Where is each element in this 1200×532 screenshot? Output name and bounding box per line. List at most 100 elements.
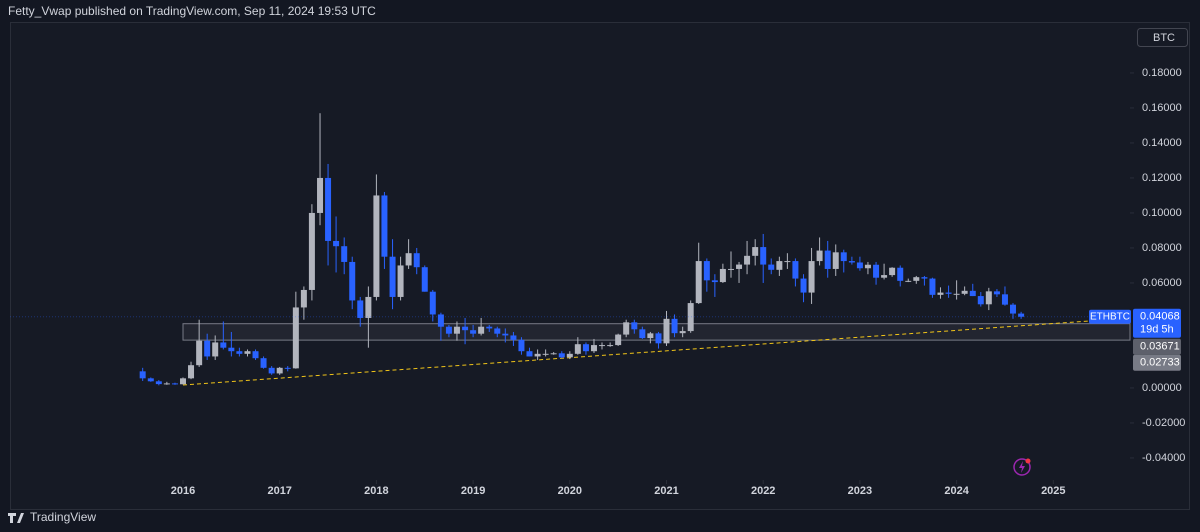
candle-body — [881, 275, 888, 278]
candle — [325, 163, 332, 266]
candle-body — [365, 296, 372, 318]
candle — [873, 261, 880, 285]
zone-price-tag — [1133, 354, 1181, 371]
candle-body — [663, 318, 670, 344]
x-tick-label: 2024 — [944, 485, 969, 497]
candle — [220, 321, 227, 350]
candle — [268, 366, 275, 375]
candle — [349, 256, 356, 310]
candle-body — [494, 328, 501, 334]
candle-body — [848, 261, 855, 263]
candle — [937, 287, 944, 299]
candle — [728, 251, 735, 278]
candle-body — [768, 264, 775, 270]
candle — [824, 240, 831, 278]
candle — [228, 331, 235, 357]
candle — [470, 324, 477, 338]
candle-body — [953, 293, 960, 295]
candle — [703, 258, 710, 292]
candle-body — [615, 334, 622, 346]
x-tick-label: 2016 — [171, 485, 195, 497]
candle — [196, 319, 203, 367]
candle — [494, 326, 501, 338]
candle — [832, 244, 839, 276]
candle — [808, 247, 815, 304]
candle-body — [252, 351, 259, 359]
candle — [526, 347, 533, 357]
candle-body — [405, 253, 412, 266]
candle-body — [961, 290, 968, 294]
candle — [736, 261, 743, 283]
candle — [276, 366, 283, 375]
candle — [985, 287, 992, 311]
x-tick-label: 2021 — [654, 485, 678, 497]
candle-body — [905, 280, 912, 282]
candle-body — [969, 290, 976, 297]
candle-body — [179, 378, 186, 385]
candle — [333, 216, 340, 273]
candle — [236, 347, 243, 357]
symbol-tag-label: ETHBTC — [1090, 311, 1130, 322]
candle-body — [196, 340, 203, 366]
candle-body — [873, 264, 880, 278]
candle — [212, 335, 219, 360]
candle — [695, 242, 702, 304]
candle-body — [703, 261, 710, 281]
currency-label[interactable]: BTC — [1153, 32, 1175, 44]
candle — [953, 280, 960, 300]
candle-body — [260, 358, 267, 368]
x-tick-label: 2019 — [461, 485, 485, 497]
candle-body — [510, 335, 517, 340]
zone-price-label: 0.02733 — [1140, 357, 1180, 369]
candle-body — [695, 261, 702, 304]
candle — [534, 349, 541, 360]
candle — [478, 317, 485, 336]
header-text: Fetty_Vwap published on TradingView.com,… — [8, 4, 376, 18]
last-price-label: 0.04068 — [1140, 311, 1180, 323]
candle-body — [341, 246, 348, 262]
alert-icon[interactable] — [1013, 458, 1031, 476]
candle-body — [429, 291, 436, 315]
currency-button[interactable] — [1137, 28, 1188, 47]
y-tick-label: -0.04000 — [1142, 452, 1185, 464]
candle — [889, 267, 896, 277]
candle — [599, 342, 606, 350]
chart-panel — [10, 22, 1190, 510]
candle-body — [558, 353, 565, 358]
candle-body — [357, 300, 364, 318]
candle-body — [937, 292, 944, 295]
candle-body — [647, 333, 654, 339]
x-tick-label: 2023 — [848, 485, 872, 497]
candle-body — [470, 330, 477, 334]
candle — [308, 204, 315, 301]
candle — [292, 291, 299, 369]
brand-name: TradingView — [30, 510, 96, 524]
candle — [969, 283, 976, 297]
candle — [1018, 311, 1025, 319]
candle — [647, 331, 654, 344]
candle-body — [582, 344, 589, 352]
candle-body — [445, 326, 452, 334]
y-tick-label: 0.08000 — [1142, 242, 1182, 254]
candle-body — [590, 345, 597, 352]
candle-body — [687, 303, 694, 332]
candle-body — [188, 365, 195, 379]
x-tick-label: 2020 — [558, 485, 582, 497]
x-tick-label: 2022 — [751, 485, 775, 497]
candle-body — [832, 252, 839, 269]
candle-body — [824, 250, 831, 269]
candle-body — [784, 261, 791, 263]
candle — [260, 356, 267, 369]
candle — [945, 285, 952, 298]
candle — [864, 261, 871, 275]
candle — [413, 247, 420, 275]
candle-body — [631, 322, 638, 330]
candle-body — [333, 240, 340, 247]
candle-body — [244, 351, 251, 354]
candle-body — [317, 177, 324, 213]
candle — [1009, 303, 1016, 319]
candle — [381, 191, 388, 269]
y-tick-label: 0.10000 — [1142, 207, 1182, 219]
